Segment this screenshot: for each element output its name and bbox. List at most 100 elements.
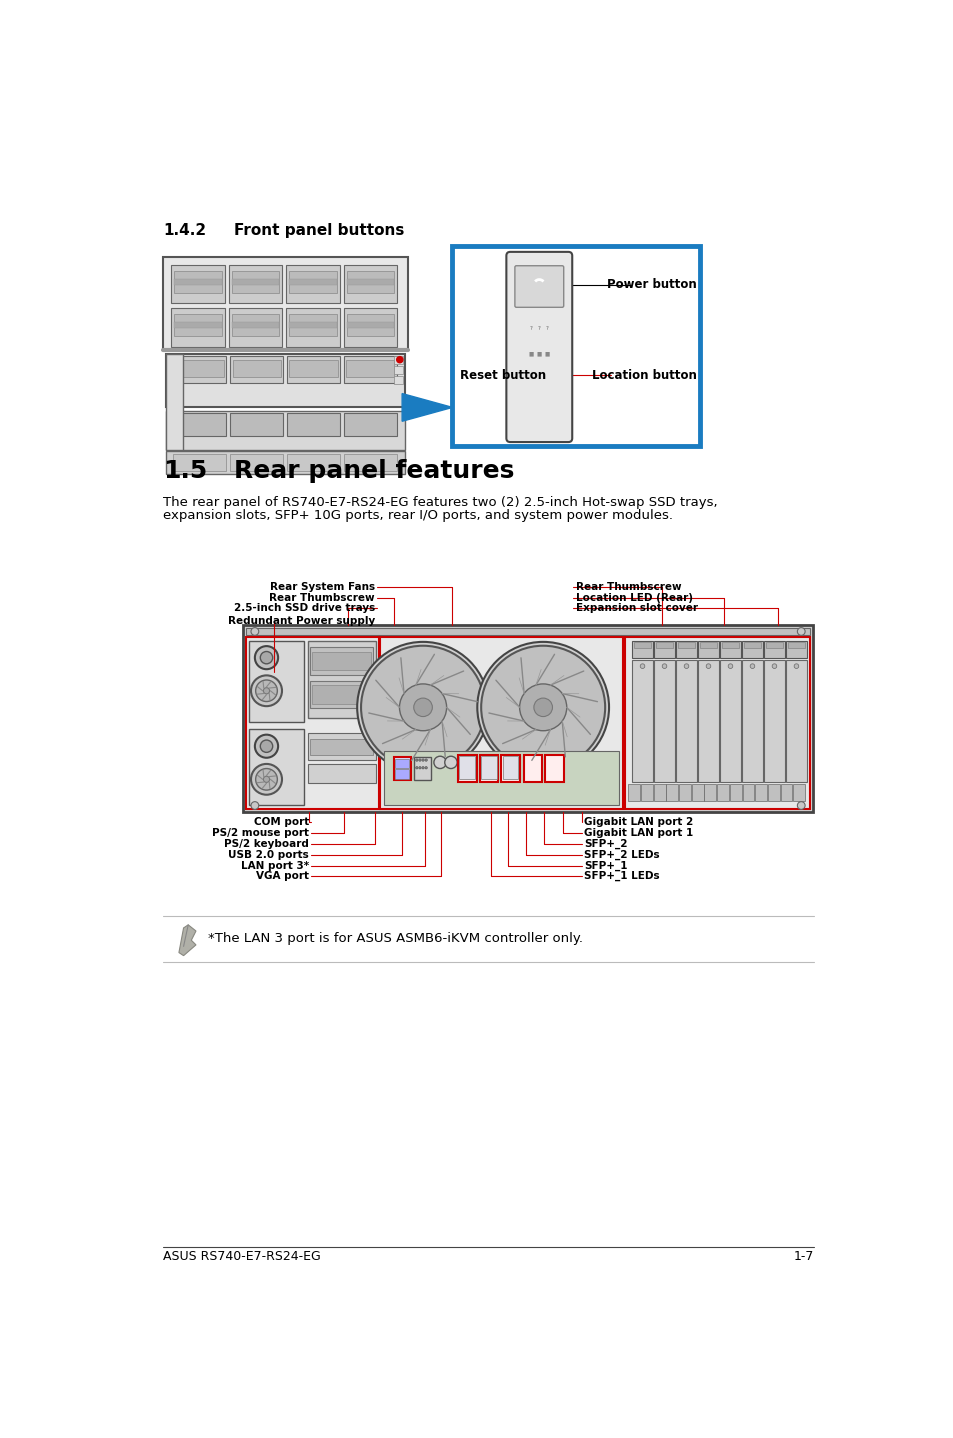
Bar [286,265,339,303]
Bar [632,660,652,782]
Circle shape [392,794,399,801]
Bar [310,739,373,755]
Circle shape [416,766,417,769]
Circle shape [519,684,566,731]
Circle shape [528,315,534,321]
Circle shape [260,651,273,664]
Circle shape [793,664,798,669]
Circle shape [418,766,420,769]
Text: VGA port: VGA port [255,871,309,881]
Circle shape [416,759,417,761]
Circle shape [421,766,424,769]
Bar [720,660,740,782]
Text: Rear panel features: Rear panel features [233,459,514,483]
Bar [230,355,283,383]
Text: 1.5: 1.5 [163,459,208,483]
Circle shape [797,627,804,636]
Bar [500,755,519,782]
Circle shape [476,641,608,772]
Text: PS/2 keyboard: PS/2 keyboard [224,838,309,848]
Bar [346,361,394,377]
Bar [755,784,766,801]
Text: ?: ? [545,326,548,331]
Circle shape [543,339,550,345]
Bar [763,641,784,657]
FancyBboxPatch shape [515,266,563,308]
Bar [347,322,394,328]
Bar [243,626,812,811]
Bar [286,308,339,347]
FancyBboxPatch shape [506,252,572,441]
Bar [785,660,806,782]
Text: *The LAN 3 port is for ASUS ASMB6-iKVM controller only.: *The LAN 3 port is for ASUS ASMB6-iKVM c… [208,932,583,945]
Text: 1-7: 1-7 [793,1250,814,1263]
Circle shape [260,741,273,752]
Text: ■: ■ [537,352,541,357]
Bar [287,454,339,472]
Circle shape [263,777,270,782]
Text: Rear Thumbscrew: Rear Thumbscrew [269,592,375,603]
Bar [347,272,394,293]
Text: Location button: Location button [591,368,696,381]
Circle shape [421,759,424,761]
Bar [741,784,754,801]
Bar [654,660,674,782]
Circle shape [661,664,666,669]
Text: ASUS RS740-E7-RS24-EG: ASUS RS740-E7-RS24-EG [163,1250,321,1263]
Circle shape [480,646,604,769]
Circle shape [444,756,456,768]
Text: ■: ■ [544,352,549,357]
Circle shape [603,794,611,801]
Bar [287,413,339,436]
Bar [741,641,761,657]
Bar [166,354,405,407]
Bar [380,637,622,808]
Bar [343,308,397,347]
Circle shape [360,646,484,769]
Circle shape [797,801,804,810]
Bar [679,784,690,801]
Bar [394,756,410,779]
Bar [171,308,225,347]
Bar [700,643,717,649]
Circle shape [534,697,552,716]
Bar [551,398,558,404]
Text: The rear panel of RS740-E7-RS24-EG features two (2) 2.5-inch Hot-swap SSD trays,: The rear panel of RS740-E7-RS24-EG featu… [163,496,718,509]
Bar [310,680,373,709]
Bar [229,308,282,347]
Bar [289,272,336,293]
Bar [523,755,542,782]
Bar [166,452,405,475]
Text: Redundant Power supply: Redundant Power supply [228,615,375,626]
Bar [171,265,225,303]
Circle shape [683,664,688,669]
Text: PS/2 mouse port: PS/2 mouse port [212,828,309,838]
Bar [343,454,396,472]
Bar [174,279,221,285]
Circle shape [251,627,258,636]
Circle shape [255,680,277,702]
Text: SFP+_2: SFP+_2 [583,838,627,848]
Bar [654,641,674,657]
Bar [307,733,375,761]
Bar [174,315,221,336]
Bar [343,265,397,303]
Circle shape [434,756,446,768]
Text: SFP+_1: SFP+_1 [583,860,627,870]
Circle shape [749,664,754,669]
Circle shape [536,315,542,321]
Circle shape [539,364,561,385]
Bar [307,641,375,718]
Bar [666,784,678,801]
Bar [698,641,718,657]
Bar [232,322,279,328]
Circle shape [536,339,542,345]
Bar [655,643,673,649]
Bar [787,643,804,649]
Bar [698,660,718,782]
Circle shape [543,315,550,321]
Bar [343,355,396,383]
Bar [632,641,652,657]
Bar [743,643,760,649]
Bar [479,755,497,782]
